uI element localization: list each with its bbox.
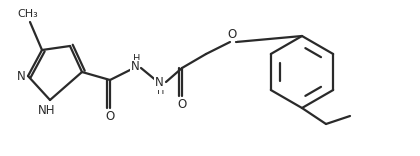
Text: N: N <box>17 70 25 83</box>
Text: NH: NH <box>38 103 56 117</box>
Text: N: N <box>155 76 163 90</box>
Text: O: O <box>227 27 236 41</box>
Text: H: H <box>133 54 141 64</box>
Text: CH₃: CH₃ <box>18 9 38 19</box>
Text: N: N <box>131 61 139 73</box>
Text: O: O <box>105 110 115 124</box>
Text: O: O <box>177 98 186 112</box>
Text: H: H <box>158 86 165 96</box>
